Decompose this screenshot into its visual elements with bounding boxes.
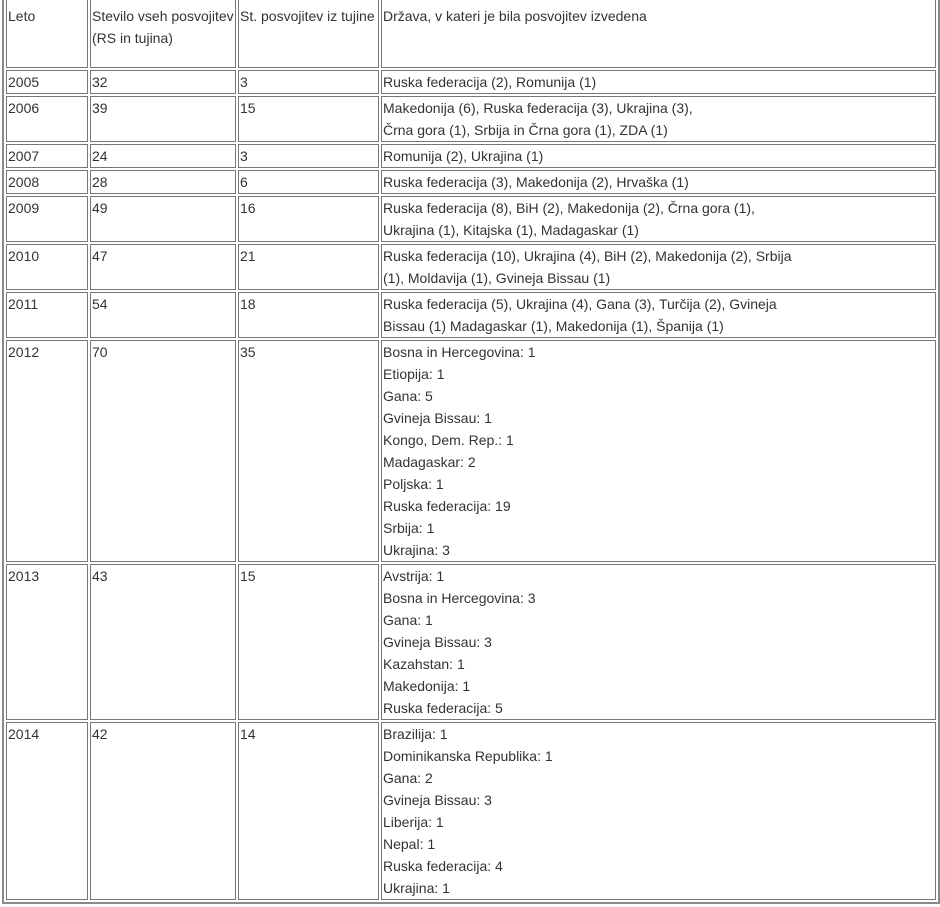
country-line: Gvineja Bissau: 3 [383,792,492,808]
country-line: Liberija: 1 [383,814,444,830]
table-row: 2012 70 35 Bosna in Hercegovina: 1 Etiopija:… [6,340,936,562]
country-line: Bosna in Hercegovina: 1 [383,344,536,360]
countries-cell: Romunija (2), Ukrajina (1) [381,144,936,168]
countries-cell: Ruska federacija (5), Ukrajina (4), Gana… [381,292,936,338]
countries-cell: Makedonija (6), Ruska federacija (3), Uk… [381,96,936,142]
country-line: Kongo, Dem. Rep.: 1 [383,432,514,448]
country-line: Madagaskar: 2 [383,454,476,470]
country-line: Ruska federacija: 19 [383,498,511,514]
header-year: Leto [6,0,88,68]
total-cell: 43 [90,564,236,720]
year-cell: 2013 [6,564,88,720]
country-line: Ukrajina (1), Kitajska (1), Madagaskar (… [383,222,639,238]
year-cell: 2008 [6,170,88,194]
country-line: Ruska federacija (10), Ukrajina (4), BiH… [383,248,792,264]
countries-cell: Ruska federacija (8), BiH (2), Makedonij… [381,196,936,242]
country-line: Makedonija: 1 [383,678,471,694]
country-line: Srbija: 1 [383,520,435,536]
countries-cell: Brazilija: 1 Dominikanska Republika: 1 Gan… [381,722,936,900]
foreign-cell: 15 [238,96,379,142]
country-line: Ruska federacija: 4 [383,858,503,874]
countries-cell: Avstrija: 1 Bosna in Hercegovina: 3 Gana: … [381,564,936,720]
country-line: Gvineja Bissau: 3 [383,634,492,650]
total-cell: 47 [90,244,236,290]
table-row: 2005 32 3 Ruska federacija (2), Romunija (1… [6,70,936,94]
table-row: 2006 39 15 Makedonija (6), Ruska federacija… [6,96,936,142]
country-line: Bissau (1) Madagaskar (1), Makedonija (1… [383,318,724,334]
total-cell: 49 [90,196,236,242]
table-row: 2013 43 15 Avstrija: 1 Bosna in Hercegovina:… [6,564,936,720]
header-countries: Država, v kateri je bila posvojitev izve… [381,0,936,68]
table-row: 2009 49 16 Ruska federacija (8), BiH (2), M… [6,196,936,242]
foreign-cell: 3 [238,144,379,168]
total-cell: 54 [90,292,236,338]
table-row: 2014 42 14 Brazilija: 1 Dominikanska Republi… [6,722,936,900]
country-line: Ruska federacija: 5 [383,700,503,716]
year-cell: 2012 [6,340,88,562]
country-line: Gana: 2 [383,770,433,786]
countries-cell: Ruska federacija (10), Ukrajina (4), BiH… [381,244,936,290]
year-cell: 2011 [6,292,88,338]
year-cell: 2006 [6,96,88,142]
year-cell: 2010 [6,244,88,290]
country-line: Makedonija (6), Ruska federacija (3), Uk… [383,100,693,116]
foreign-cell: 14 [238,722,379,900]
foreign-cell: 35 [238,340,379,562]
header-total: Stevilo vseh posvojitev (RS in tujina) [90,0,236,68]
header-row: Leto Stevilo vseh posvojitev (RS in tuji… [6,0,936,68]
header-foreign: St. posvojitev iz tujine [238,0,379,68]
country-line: Gana: 5 [383,388,433,404]
country-line: Ruska federacija (5), Ukrajina (4), Gana… [383,296,777,312]
country-line: Brazilija: 1 [383,726,448,742]
country-line: Etiopija: 1 [383,366,445,382]
foreign-cell: 18 [238,292,379,338]
country-line: Črna gora (1), Srbija in Črna gora (1), … [383,122,668,138]
countries-cell: Ruska federacija (2), Romunija (1) [381,70,936,94]
table-row: 2007 24 3 Romunija (2), Ukrajina (1) [6,144,936,168]
country-line: Gana: 1 [383,612,433,628]
country-line: Ukrajina: 1 [383,880,450,896]
countries-cell: Bosna in Hercegovina: 1 Etiopija: 1 Gana: … [381,340,936,562]
total-cell: 32 [90,70,236,94]
country-line: (1), Moldavija (1), Gvineja Bissau (1) [383,270,611,286]
table-row: 2011 54 18 Ruska federacija (5), Ukrajina (… [6,292,936,338]
table-row: 2008 28 6 Ruska federacija (3), Makedonija … [6,170,936,194]
total-cell: 42 [90,722,236,900]
countries-cell: Ruska federacija (3), Makedonija (2), Hr… [381,170,936,194]
country-line: Gvineja Bissau: 1 [383,410,492,426]
foreign-cell: 21 [238,244,379,290]
country-line: Nepal: 1 [383,836,436,852]
country-line: Romunija (2), Ukrajina (1) [383,148,544,164]
country-line: Poljska: 1 [383,476,444,492]
country-line: Ruska federacija (3), Makedonija (2), Hr… [383,174,689,190]
year-cell: 2014 [6,722,88,900]
total-cell: 70 [90,340,236,562]
year-cell: 2009 [6,196,88,242]
total-cell: 28 [90,170,236,194]
total-cell: 39 [90,96,236,142]
year-cell: 2007 [6,144,88,168]
year-cell: 2005 [6,70,88,94]
country-line: Kazahstan: 1 [383,656,465,672]
country-line: Dominikanska Republika: 1 [383,748,553,764]
foreign-cell: 15 [238,564,379,720]
country-line: Ruska federacija (2), Romunija (1) [383,74,597,90]
country-line: Ukrajina: 3 [383,542,450,558]
country-line: Ruska federacija (8), BiH (2), Makedonij… [383,200,755,216]
foreign-cell: 16 [238,196,379,242]
country-line: Avstrija: 1 [383,568,445,584]
table-row: 2010 47 21 Ruska federacija (10), Ukrajina … [6,244,936,290]
foreign-cell: 6 [238,170,379,194]
total-cell: 24 [90,144,236,168]
country-line: Bosna in Hercegovina: 3 [383,590,536,606]
foreign-cell: 3 [238,70,379,94]
